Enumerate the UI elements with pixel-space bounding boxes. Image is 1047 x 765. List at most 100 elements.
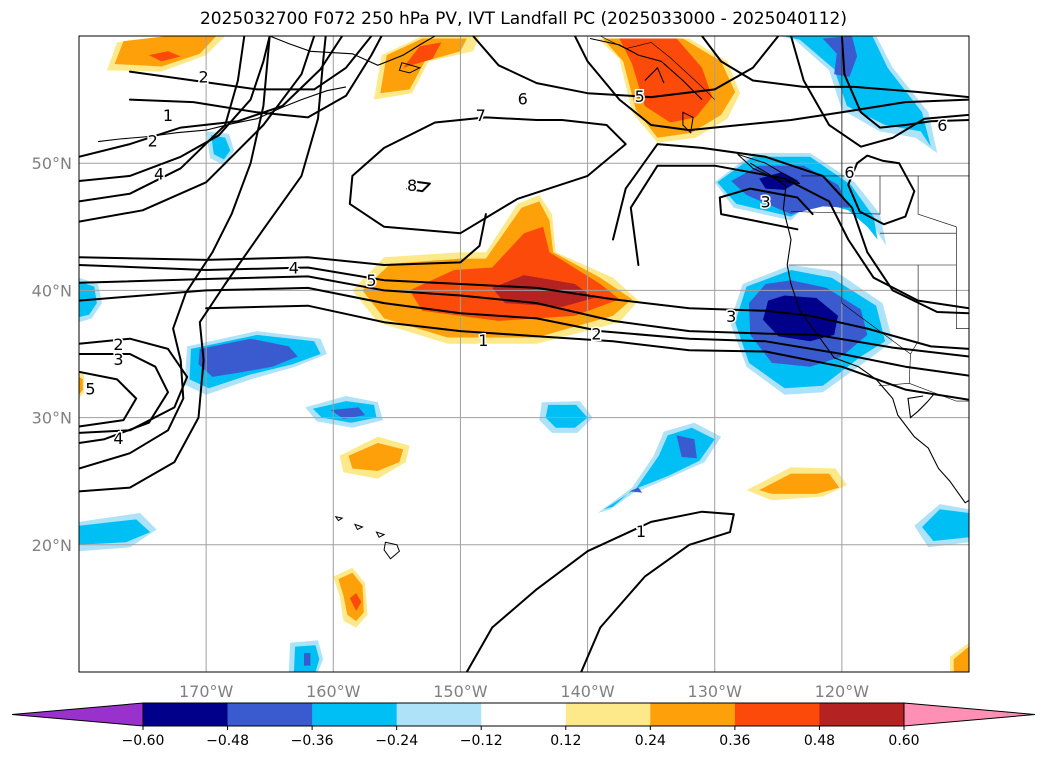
contour-label: 4 <box>154 164 164 183</box>
contour-label: 3 <box>726 307 736 326</box>
contour-label: 5 <box>366 271 376 290</box>
pv-fill-region <box>348 443 404 471</box>
contour-label: 5 <box>635 87 645 106</box>
pv-fill-region <box>676 435 697 459</box>
colorbar-segment <box>481 703 567 726</box>
coastline <box>98 86 347 143</box>
ivt-contour-line <box>847 154 916 226</box>
latitude-labels: 20°N 30°N 40°N 50°N <box>32 154 72 555</box>
colorbar-tick-label: −0.36 <box>291 733 334 749</box>
ivt-contour-line <box>718 187 814 231</box>
colorbar-tick-label: −0.12 <box>460 733 503 749</box>
pv-fill-region <box>330 407 366 419</box>
pv-fill-region <box>922 509 969 541</box>
pv-fill-region <box>619 38 713 123</box>
colorbar-segment <box>565 703 651 726</box>
ivt-contour-line <box>79 213 487 266</box>
colorbar-segment <box>819 703 905 726</box>
ivt-contour-line <box>79 370 138 428</box>
pv-fill-region <box>198 338 298 377</box>
contour-label: 7 <box>476 106 486 125</box>
latitude-tick-label: 40°N <box>32 281 72 300</box>
ivt-contour-line <box>573 36 969 132</box>
contour-label: 2 <box>148 131 158 150</box>
island-outline <box>383 541 400 560</box>
ivt-contour-line <box>472 36 780 99</box>
colorbar-tick-label: −0.60 <box>122 733 165 749</box>
contour-label: 2 <box>199 68 209 87</box>
ivt-contour-line <box>348 116 627 235</box>
colorbar-extend-low <box>11 702 144 727</box>
longitude-labels: 170°W 160°W 150°W 140°W 130°W 120°W <box>179 682 869 701</box>
pv-fill-region <box>783 36 931 147</box>
pv-fill-region <box>763 295 838 342</box>
coastline-layer <box>98 36 969 560</box>
longitude-tick-label: 120°W <box>815 682 870 701</box>
contour-label: 2 <box>591 325 601 344</box>
colorbar-tick-label: −0.48 <box>206 733 249 749</box>
pv-fill-region <box>211 135 231 160</box>
longitude-tick-label: 170°W <box>179 682 234 701</box>
contour-label: 1 <box>163 106 173 125</box>
ivt-contour-line <box>79 36 246 203</box>
island-outline <box>353 523 364 531</box>
ivt-contour-line <box>701 36 969 99</box>
ivt-contour-line <box>79 36 316 223</box>
ivt-contour-line <box>612 143 969 315</box>
ivt-contour-line <box>465 510 735 672</box>
island-outline <box>398 62 422 74</box>
longitude-tick-label: 130°W <box>688 682 743 701</box>
map-frame <box>78 35 970 673</box>
pv-fill-region <box>822 36 858 77</box>
contour-label: 3 <box>113 350 123 369</box>
colorbar-segment <box>650 703 736 726</box>
contour-label: 8 <box>407 176 417 195</box>
ivt-contour-line <box>79 264 969 350</box>
latitude-tick-label: 30°N <box>32 409 72 428</box>
ivt-contour-line <box>128 36 383 119</box>
pv-fill-region <box>731 165 850 215</box>
colorbar-extend-high <box>903 702 1036 727</box>
pv-fill-region <box>380 38 467 94</box>
pv-fill-region <box>403 42 442 68</box>
coastline <box>907 394 934 419</box>
pv-fill-layer <box>79 36 969 672</box>
colorbar-tick-label: 0.48 <box>804 733 835 749</box>
contour-label: 6 <box>937 116 947 135</box>
pv-fill-region <box>953 646 969 672</box>
coastline <box>644 66 665 84</box>
political-border <box>917 175 957 228</box>
pv-fill-region <box>759 473 840 494</box>
pv-fill-region <box>79 519 151 545</box>
coastline <box>269 36 436 66</box>
contour-label: 1 <box>478 331 488 350</box>
contour-label: 5 <box>85 379 95 398</box>
political-border <box>600 36 715 100</box>
pv-fill-region <box>114 36 217 67</box>
pv-fill-region <box>629 487 643 493</box>
contour-label: 4 <box>289 259 299 278</box>
colorbar-segment <box>396 703 482 726</box>
coastline <box>589 37 703 100</box>
coastline <box>750 162 969 504</box>
colorbar-tick-label: 0.12 <box>550 733 581 749</box>
ivt-contour-line <box>79 36 327 493</box>
political-border <box>955 226 969 329</box>
ivt-contour-line <box>79 36 271 182</box>
ivt-contour-line <box>79 286 969 377</box>
island-outline <box>334 516 344 522</box>
latitude-tick-label: 50°N <box>32 154 72 173</box>
colorbar-outline <box>142 702 905 727</box>
contour-label: 4 <box>113 429 123 448</box>
pv-fill-region <box>304 652 311 666</box>
colorbar-segment <box>312 703 398 726</box>
political-border <box>841 175 911 384</box>
ivt-contour-line <box>790 36 969 148</box>
pv-fill-region <box>148 51 181 62</box>
ivt-contour-line <box>205 304 969 401</box>
ivt-contour-line <box>79 36 271 470</box>
pv-fill-region <box>492 275 594 307</box>
pv-fill-region <box>545 404 588 428</box>
island-outline <box>375 531 386 538</box>
